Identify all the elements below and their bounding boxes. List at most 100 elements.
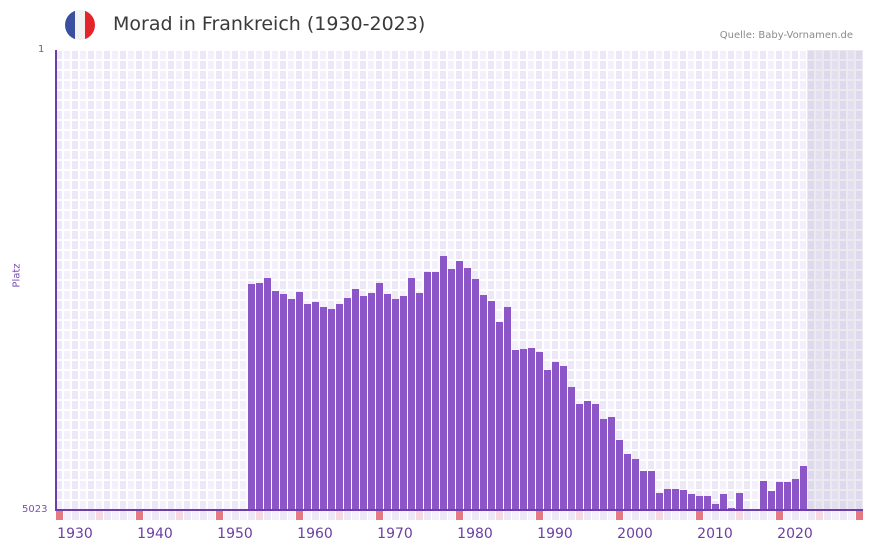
x-tick-label: 1970	[377, 526, 413, 542]
year-marker	[352, 511, 359, 520]
x-tick-label: 2020	[777, 526, 813, 542]
year-marker	[128, 511, 135, 520]
bar-2016	[760, 480, 767, 510]
bar-2012	[728, 507, 735, 510]
bar-2013	[736, 492, 743, 510]
year-marker	[688, 511, 695, 520]
year-marker	[856, 511, 863, 520]
bar-1965	[352, 288, 359, 510]
year-marker	[72, 511, 79, 520]
year-marker	[832, 511, 839, 520]
bar-1974	[424, 272, 431, 510]
year-marker	[680, 511, 687, 520]
bar-2003	[656, 492, 663, 510]
bar-1994	[584, 400, 591, 510]
year-marker	[64, 511, 71, 520]
bar-2002	[648, 470, 655, 510]
bar-1999	[624, 454, 631, 510]
bar-1988	[536, 351, 543, 510]
y-axis-bottom-label: 5023	[22, 504, 48, 515]
year-marker	[560, 511, 567, 520]
year-marker	[640, 511, 647, 520]
y-axis-title: Platz	[11, 263, 23, 288]
year-marker	[344, 511, 351, 520]
year-marker	[368, 511, 375, 520]
year-marker	[592, 511, 599, 520]
bar-1959	[304, 303, 311, 510]
bar-1970	[392, 298, 399, 510]
year-marker	[512, 511, 519, 520]
year-marker	[312, 511, 319, 520]
year-marker	[728, 511, 735, 520]
bar-1967	[368, 292, 375, 510]
year-marker	[472, 511, 479, 520]
year-marker	[672, 511, 679, 520]
bar-2018	[776, 481, 783, 510]
bar-1983	[496, 321, 503, 510]
bar-1955	[272, 290, 279, 510]
year-marker	[360, 511, 367, 520]
year-marker	[584, 511, 591, 520]
bar-1962	[328, 309, 335, 510]
year-marker	[256, 511, 263, 520]
plot-area	[55, 50, 863, 510]
year-marker	[136, 511, 143, 520]
bar-2007	[688, 493, 695, 510]
bar-1966	[360, 295, 367, 510]
bar-2004	[664, 489, 671, 510]
year-marker	[792, 511, 799, 520]
year-marker	[192, 511, 199, 520]
year-marker	[336, 511, 343, 520]
x-tick-label: 1930	[57, 526, 93, 542]
year-marker	[624, 511, 631, 520]
x-tick-label: 1950	[217, 526, 253, 542]
bar-1998	[616, 440, 623, 510]
year-marker	[408, 511, 415, 520]
year-marker	[528, 511, 535, 520]
bar-1952	[248, 283, 255, 510]
bar-2017	[768, 490, 775, 510]
bar-1957	[288, 298, 295, 510]
year-marker	[304, 511, 311, 520]
year-marker	[520, 511, 527, 520]
bar-2020	[792, 478, 799, 510]
flag-stripe-red	[85, 10, 95, 40]
year-marker	[424, 511, 431, 520]
year-marker	[576, 511, 583, 520]
bar-1972	[408, 277, 415, 510]
year-marker	[208, 511, 215, 520]
year-marker	[160, 511, 167, 520]
x-tick-label: 2010	[697, 526, 733, 542]
bar-1963	[336, 303, 343, 510]
bar-1978	[456, 261, 463, 510]
bar-1984	[504, 307, 511, 510]
chart-title: Morad in Frankreich (1930-2023)	[113, 13, 426, 35]
x-tick-label: 1990	[537, 526, 573, 542]
x-tick-label: 1960	[297, 526, 333, 542]
year-marker	[552, 511, 559, 520]
bar-2010	[712, 503, 719, 510]
bar-1991	[560, 366, 567, 510]
x-tick-label: 1980	[457, 526, 493, 542]
bar-2009	[704, 495, 711, 510]
year-marker	[840, 511, 847, 520]
y-axis-top-label: 1	[38, 44, 45, 55]
x-tick-label: 2000	[617, 526, 653, 542]
year-marker	[704, 511, 711, 520]
bar-1954	[264, 277, 271, 510]
year-marker	[264, 511, 271, 520]
year-marker	[432, 511, 439, 520]
year-marker	[96, 511, 103, 520]
bar-1987	[528, 347, 535, 510]
year-marker	[168, 511, 175, 520]
bar-1997	[608, 417, 615, 510]
bar-1981	[480, 295, 487, 510]
bar-1961	[320, 307, 327, 510]
year-marker	[320, 511, 327, 520]
year-marker	[760, 511, 767, 520]
bar-1990	[552, 361, 559, 510]
bar-1968	[376, 282, 383, 510]
year-marker	[56, 511, 63, 520]
year-marker	[544, 511, 551, 520]
bar-1969	[384, 293, 391, 510]
